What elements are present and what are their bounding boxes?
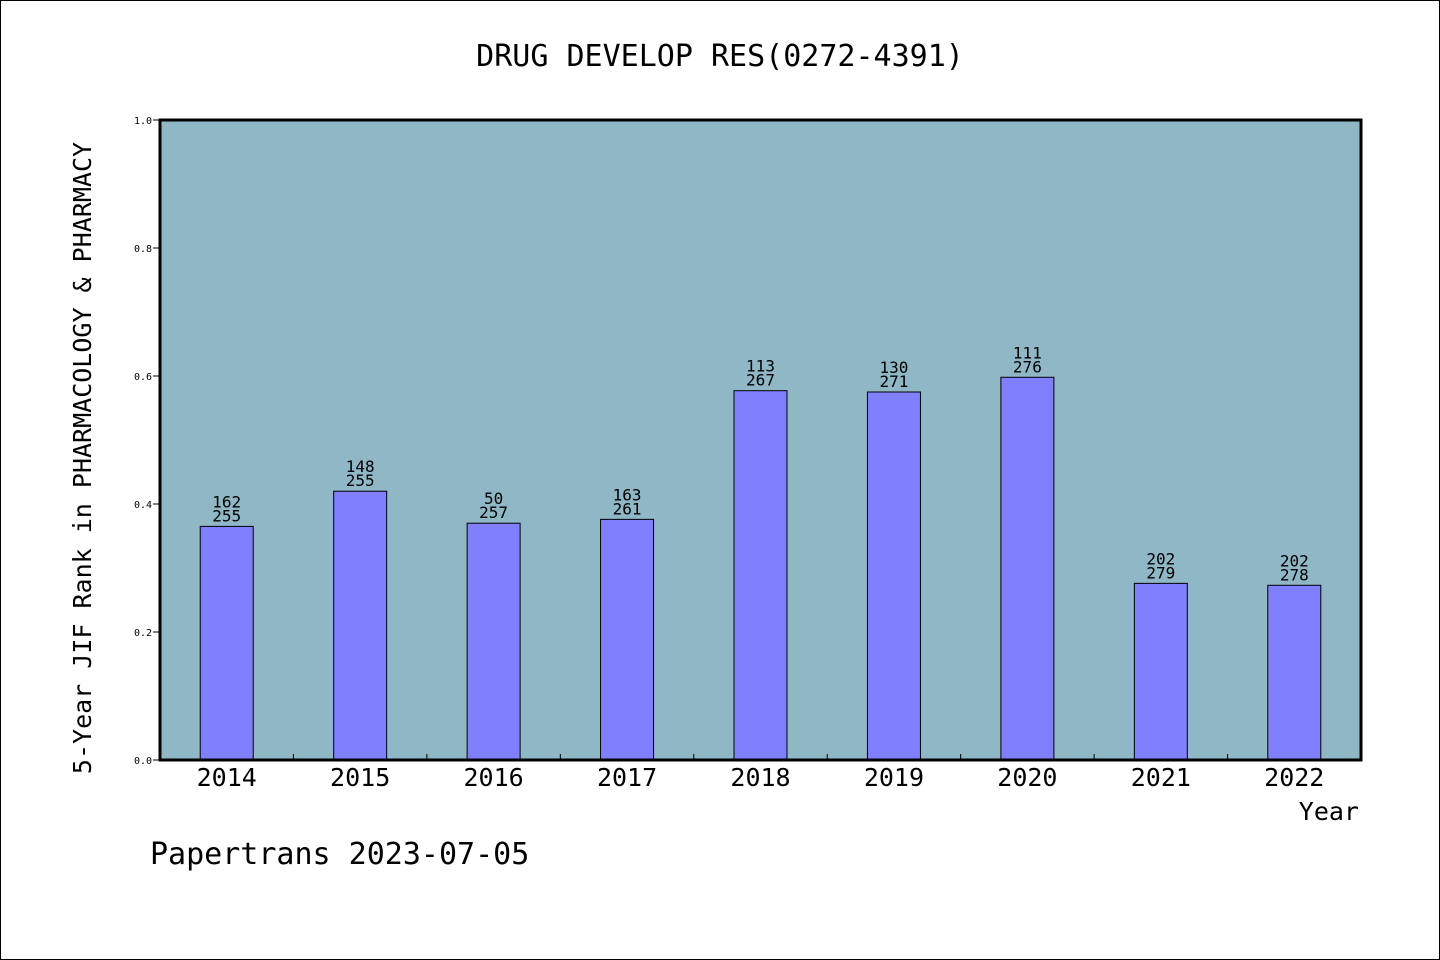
bar-label-rank: 148 bbox=[346, 457, 375, 476]
y-tick-label: 0.4 bbox=[134, 500, 152, 511]
y-tick-label: 0.6 bbox=[134, 372, 152, 383]
y-tick-label: 1.0 bbox=[134, 116, 152, 127]
bar-2020 bbox=[1000, 376, 1055, 761]
bar-2019 bbox=[866, 391, 921, 761]
x-axis-label: Year bbox=[1299, 797, 1359, 826]
bars-group bbox=[199, 376, 1322, 761]
bar-2014 bbox=[199, 525, 254, 761]
bar-2015 bbox=[333, 490, 388, 761]
bar-label-total: 261 bbox=[613, 499, 642, 518]
bar-label-total: 267 bbox=[746, 371, 775, 390]
bar-label-total: 279 bbox=[1146, 563, 1175, 582]
x-tick-label: 2018 bbox=[730, 763, 790, 792]
bar-label-total: 276 bbox=[1013, 357, 1042, 376]
bar-label-rank: 111 bbox=[1013, 343, 1042, 362]
bar-label-total: 257 bbox=[479, 503, 508, 522]
bar-label-rank: 162 bbox=[212, 492, 241, 511]
bar-label-rank: 202 bbox=[1146, 549, 1175, 568]
chart-title: DRUG DEVELOP RES(0272-4391) bbox=[476, 39, 964, 74]
y-tick-label: 0.0 bbox=[134, 756, 152, 767]
bar-label-rank: 202 bbox=[1280, 551, 1309, 570]
bar-label-total: 271 bbox=[879, 372, 908, 391]
y-tick-label: 0.8 bbox=[134, 244, 152, 255]
bar-label-total: 255 bbox=[212, 506, 241, 525]
bar-2016 bbox=[466, 522, 521, 761]
x-tick-label: 2020 bbox=[997, 763, 1057, 792]
bar-label-rank: 113 bbox=[746, 357, 775, 376]
bar-value-labels: 1622551482555025716326111326713027111127… bbox=[212, 343, 1308, 584]
bar-2018 bbox=[733, 390, 788, 761]
x-tick-label: 2015 bbox=[330, 763, 390, 792]
y-tick-label: 0.2 bbox=[134, 628, 152, 639]
bar-label-total: 255 bbox=[346, 471, 375, 490]
bar-label-total: 278 bbox=[1280, 565, 1309, 584]
x-tick-label: 2017 bbox=[597, 763, 657, 792]
bar-2021 bbox=[1133, 582, 1188, 761]
bar-label-rank: 163 bbox=[613, 485, 642, 504]
x-tick-label: 2014 bbox=[197, 763, 257, 792]
bar-label-rank: 130 bbox=[879, 358, 908, 377]
x-tick-label: 2019 bbox=[864, 763, 924, 792]
x-tick-label: 2016 bbox=[464, 763, 524, 792]
y-axis-ticks: 0.0 0.2 0.4 0.6 0.8 1.0 bbox=[134, 116, 160, 767]
x-tick-label: 2021 bbox=[1131, 763, 1191, 792]
footer-credit: Papertrans 2023-07-05 bbox=[150, 837, 529, 872]
y-axis-label: 5-Year JIF Rank in PHARMACOLOGY & PHARMA… bbox=[68, 142, 97, 774]
bar-2022 bbox=[1267, 584, 1322, 761]
x-axis-ticks: 2014 2015 2016 2017 2018 2019 2020 2021 2022 bbox=[197, 754, 1324, 792]
bar-label-rank: 50 bbox=[484, 489, 503, 508]
x-tick-label: 2022 bbox=[1264, 763, 1324, 792]
bar-2017 bbox=[600, 518, 655, 761]
plot-border bbox=[158, 118, 1363, 762]
